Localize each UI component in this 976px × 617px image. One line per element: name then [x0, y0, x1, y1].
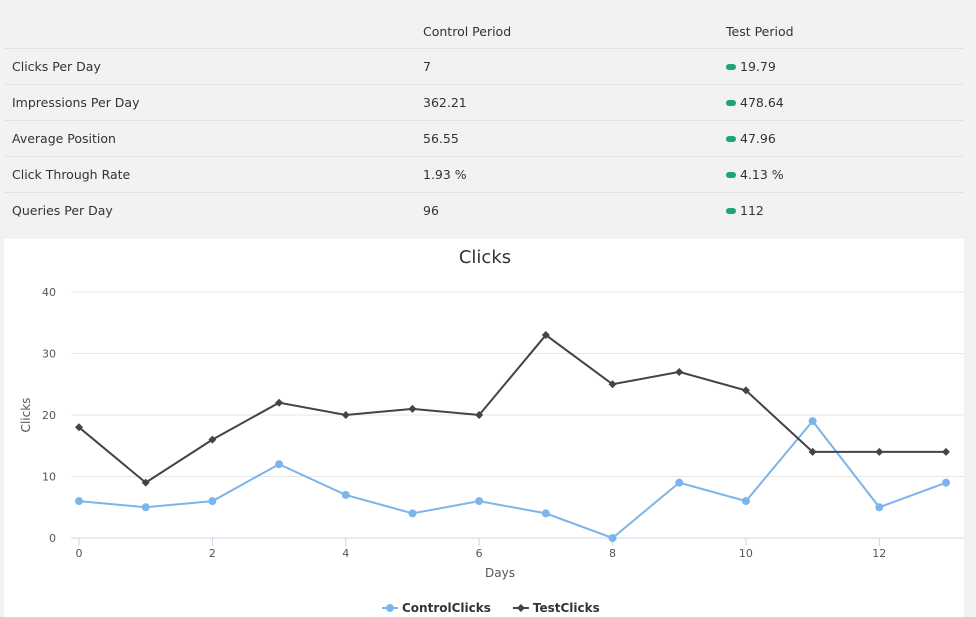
control-value: 56.55 — [423, 131, 459, 146]
test-value: 4.13 % — [740, 167, 784, 182]
ControlClicks-point — [808, 417, 817, 426]
TestClicks-point — [741, 386, 750, 395]
test-cell: 19.79 — [718, 49, 964, 85]
control-value: 96 — [423, 203, 439, 218]
TestClicks-line — [78, 333, 946, 484]
table-row: Impressions Per Day 362.21 478.64 — [4, 84, 964, 121]
legend-marker-symbol — [516, 604, 525, 612]
ControlClicks-point — [275, 460, 284, 469]
x-tick-label: 12 — [872, 547, 886, 560]
TestClicks-point — [408, 404, 417, 413]
legend-label: ControlClicks — [402, 601, 491, 615]
ControlClicks-point — [475, 497, 484, 506]
test-cell: 478.64 — [718, 85, 964, 121]
control-value: 1.93 % — [423, 167, 467, 182]
TestClicks-point — [942, 447, 950, 456]
TestClicks-point — [141, 478, 150, 487]
ControlClicks-point — [141, 503, 150, 512]
legend-item-ControlClicks[interactable]: ControlClicks — [382, 601, 491, 615]
metric-label: Click Through Rate — [12, 167, 131, 182]
TestClicks-point — [75, 423, 83, 432]
ControlClicks-point — [408, 509, 417, 518]
ControlClicks-point — [341, 490, 350, 499]
legend-item-TestClicks[interactable]: TestClicks — [512, 601, 600, 615]
table-row: Average Position 56.55 47.96 — [4, 120, 964, 157]
ControlClicks-point — [75, 497, 83, 506]
ControlClicks-point — [608, 534, 617, 542]
control-value: 362.21 — [423, 95, 467, 110]
TestClicks-series — [75, 331, 950, 487]
clicks-line-chart: Clicks 0 10 20 30 40 0 2 4 6 8 10 12 Days Clicks Co… — [19, 247, 964, 615]
metric-label: Queries Per Day — [12, 203, 113, 218]
legend-marker-symbol — [386, 604, 394, 612]
ControlClicks-point — [541, 509, 550, 518]
TestClicks-point — [341, 411, 350, 419]
table-row: Click Through Rate 1.93 % 4.13 % — [4, 156, 964, 193]
ControlClicks-point — [942, 478, 950, 487]
period-comparison-table: Control Period Test Period Clicks Per Da… — [4, 14, 964, 228]
legend-label: TestClicks — [533, 601, 600, 615]
test-cell: 47.96 — [718, 121, 964, 157]
TestClicks-point — [875, 447, 884, 456]
chart-legend: ControlClicks TestClicks — [382, 601, 600, 615]
ControlClicks-point — [875, 503, 884, 512]
increase-badge-icon — [726, 207, 736, 214]
table-row: Queries Per Day 96 112 — [4, 192, 964, 229]
ControlClicks-line — [78, 419, 947, 540]
control-value: 7 — [423, 59, 431, 74]
ControlClicks-point — [741, 497, 750, 506]
TestClicks-point — [475, 411, 484, 419]
increase-badge-icon — [726, 135, 736, 142]
x-tick-label: 2 — [209, 547, 216, 560]
TestClicks-point — [808, 447, 817, 456]
TestClicks-point — [541, 331, 550, 340]
x-tick-label: 4 — [342, 547, 349, 560]
y-tick-label: 0 — [49, 532, 56, 545]
clicks-chart-panel: Clicks 0 10 20 30 40 0 2 4 6 8 10 12 Days Clicks Co… — [4, 239, 964, 617]
column-header-control-period: Control Period — [423, 23, 512, 39]
chart-title: Clicks — [459, 247, 511, 268]
test-value: 19.79 — [740, 59, 776, 74]
y-tick-label: 10 — [42, 471, 56, 484]
chart-gridlines — [71, 291, 964, 539]
metric-label: Average Position — [12, 131, 116, 146]
TestClicks-point — [208, 435, 217, 444]
ControlClicks-point — [208, 497, 217, 506]
ControlClicks-series — [75, 417, 950, 542]
x-tick-label: 8 — [609, 547, 616, 560]
y-axis-title: Clicks — [19, 398, 33, 433]
TestClicks-point — [675, 367, 684, 376]
test-value: 47.96 — [740, 131, 776, 146]
increase-badge-icon — [726, 99, 736, 106]
y-tick-label: 30 — [42, 348, 56, 361]
y-tick-label: 20 — [42, 409, 56, 422]
metric-label: Clicks Per Day — [12, 59, 101, 74]
table-header-row: Control Period Test Period — [4, 14, 964, 49]
x-tick-label: 0 — [76, 547, 83, 560]
table-row: Clicks Per Day 7 19.79 — [4, 48, 964, 85]
x-tick-label: 10 — [739, 547, 753, 560]
test-cell: 112 — [718, 193, 964, 229]
TestClicks-point — [608, 380, 617, 389]
test-value: 112 — [740, 203, 764, 218]
test-cell: 4.13 % — [718, 157, 964, 193]
test-value: 478.64 — [740, 95, 784, 110]
increase-badge-icon — [726, 63, 736, 70]
x-tick-label: 6 — [476, 547, 483, 560]
x-axis-title: Days — [485, 566, 515, 580]
metric-label: Impressions Per Day — [12, 95, 140, 110]
column-header-test-period: Test Period — [726, 23, 794, 39]
ControlClicks-point — [675, 478, 684, 487]
y-tick-label: 40 — [42, 286, 56, 299]
increase-badge-icon — [726, 171, 736, 178]
chart-series — [75, 331, 950, 542]
TestClicks-point — [275, 398, 284, 407]
chart-axes: 0 10 20 30 40 0 2 4 6 8 10 12 — [42, 286, 886, 560]
column-header-metric — [4, 14, 415, 49]
